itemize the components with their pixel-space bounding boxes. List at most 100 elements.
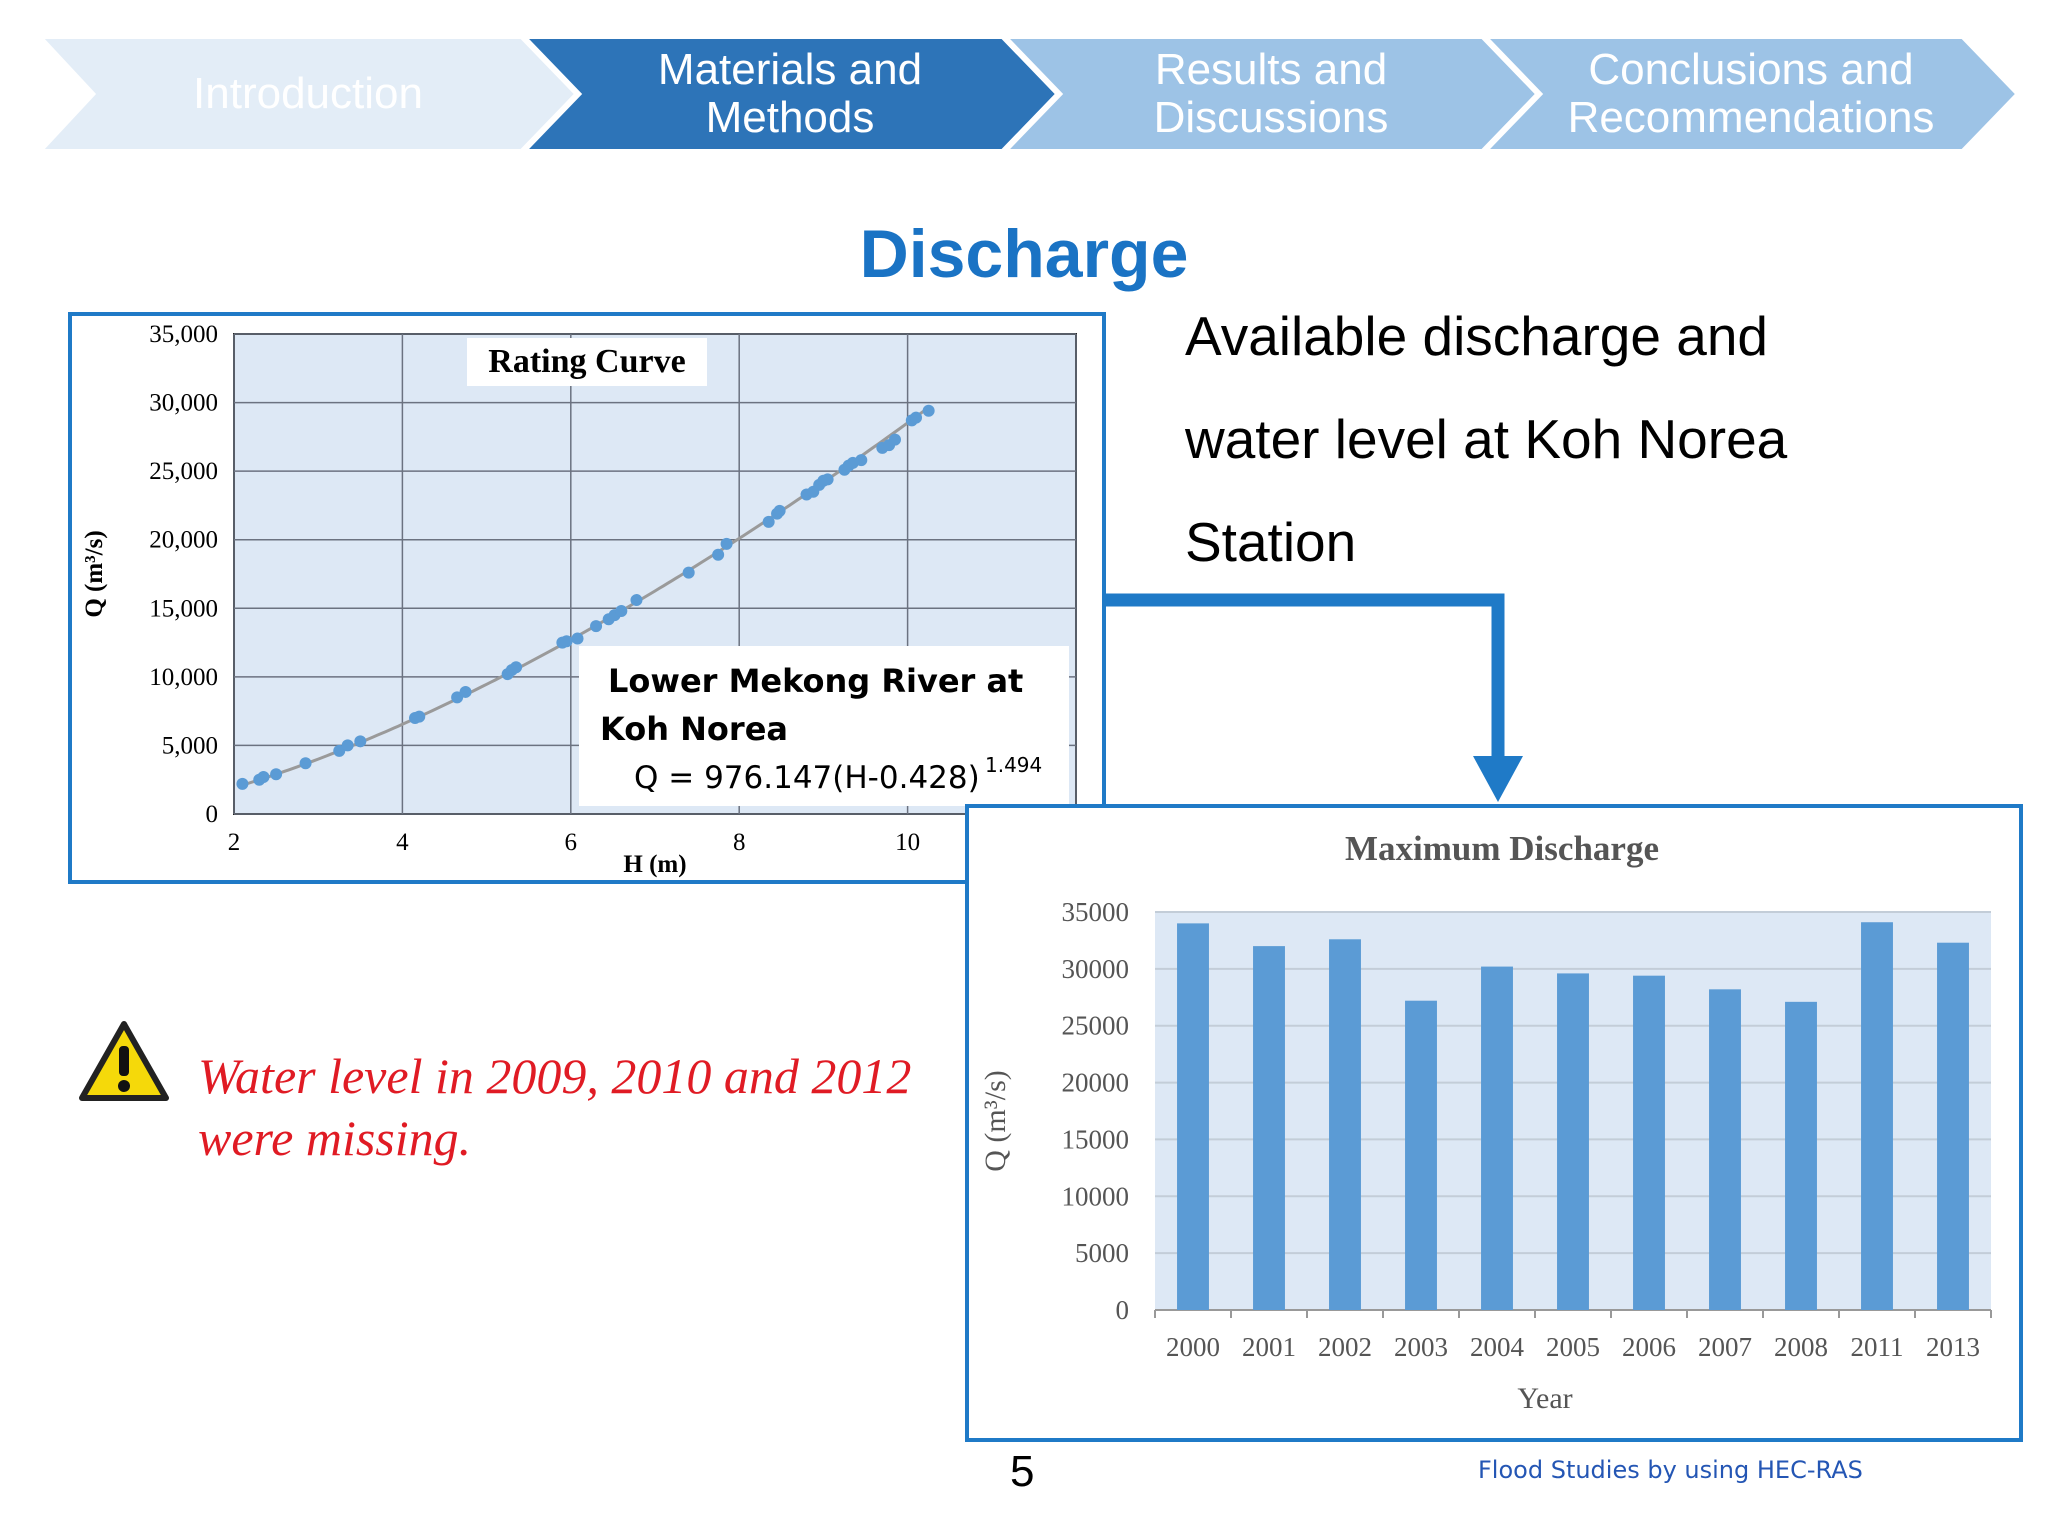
y-tick-label: 20,000 — [149, 527, 218, 554]
footer-text: Flood Studies by using HEC-RAS — [1478, 1456, 1863, 1484]
y-tick-label: 35000 — [1062, 897, 1130, 927]
connector-line — [1106, 593, 1505, 758]
data-point — [413, 710, 426, 723]
progress-nav — [31, 33, 2024, 155]
bar — [1481, 966, 1513, 1310]
data-point — [762, 515, 775, 528]
y-tick-label: 30,000 — [149, 390, 218, 417]
data-point — [571, 632, 584, 645]
x-axis-label: Year — [1517, 1382, 1572, 1415]
data-point — [773, 504, 786, 517]
x-tick-label: 2011 — [1851, 1332, 1904, 1362]
warning-line: Water level in 2009, 2010 and 2012 — [198, 1048, 912, 1104]
page-number: 5 — [1010, 1447, 1035, 1496]
chart-title: Maximum Discharge — [1345, 829, 1659, 868]
annotation-line: Lower Mekong River at — [608, 662, 1023, 700]
data-point — [510, 661, 523, 674]
x-tick-label: 2006 — [1622, 1332, 1676, 1362]
nav-step-label-line: Results and — [1154, 45, 1388, 94]
y-tick-label: 0 — [1116, 1295, 1130, 1325]
data-point — [910, 411, 923, 424]
x-tick-label: 2001 — [1242, 1332, 1296, 1362]
rating-curve-panel: 2468101205,00010,00015,00020,00025,00030… — [68, 312, 1106, 884]
x-tick-label: 2002 — [1318, 1332, 1372, 1362]
trendline-equation: Q = 976.147(H-0.428) — [634, 760, 980, 796]
y-tick-label: 15000 — [1062, 1124, 1130, 1154]
data-point — [354, 735, 367, 748]
x-tick-label: 2000 — [1166, 1332, 1220, 1362]
y-axis-label: Q (m³/s) — [81, 530, 108, 617]
nav-step-label-line: Conclusions and — [1588, 45, 1914, 94]
bar — [1937, 942, 1969, 1310]
warning-message: Water level in 2009, 2010 and 2012 were … — [198, 1045, 958, 1169]
chart-title-box — [467, 338, 707, 386]
x-tick-label: 2007 — [1698, 1332, 1752, 1362]
description-text: Available discharge and water level at K… — [1185, 285, 1825, 594]
bar — [1253, 946, 1285, 1310]
bar — [1177, 923, 1209, 1310]
nav-step-label: Introduction — [48, 36, 568, 152]
x-tick-label: 2004 — [1470, 1332, 1525, 1362]
bar — [1557, 973, 1589, 1310]
data-point — [712, 548, 725, 561]
nav-step-label: Materials and Methods — [530, 36, 1050, 152]
maximum-discharge-chart: 0 5000 10000 15000 20000 25000 30000 35000 2000 2… — [979, 829, 1992, 1415]
y-tick-label: 25,000 — [149, 458, 218, 485]
data-point — [720, 537, 733, 550]
slide-title: Discharge — [859, 216, 1189, 292]
data-point — [821, 473, 834, 486]
bar — [1861, 922, 1893, 1310]
trendline-exponent: 1.494 — [985, 753, 1042, 777]
nav-step-label-line: Recommendations — [1567, 93, 1935, 142]
data-point — [922, 404, 935, 417]
x-tick-label: 2003 — [1394, 1332, 1448, 1362]
y-tick-label: 5000 — [1075, 1238, 1129, 1268]
rating-curve-chart: 2468101205,00010,00015,00020,00025,00030… — [81, 321, 1089, 878]
y-tick-label: 10000 — [1062, 1181, 1130, 1211]
y-tick-label: 15,000 — [149, 595, 218, 622]
data-point — [560, 635, 573, 648]
annotation-box — [579, 646, 1069, 806]
warning-line: were missing. — [198, 1110, 472, 1166]
description-line: Available discharge and — [1185, 305, 1769, 367]
y-tick-label: 25000 — [1062, 1011, 1130, 1041]
data-point — [682, 566, 695, 579]
bar — [1329, 939, 1361, 1310]
chart-title: Rating Curve — [488, 343, 685, 380]
nav-step-label: Results and Discussions — [1011, 36, 1531, 152]
data-point — [855, 454, 868, 467]
data-point — [257, 770, 270, 783]
bar — [1709, 989, 1741, 1310]
description-line: water level at Koh Norea — [1185, 408, 1788, 470]
data-point — [270, 768, 283, 781]
data-point — [299, 757, 312, 770]
y-tick-label: 10,000 — [149, 664, 218, 691]
data-point — [590, 620, 603, 633]
y-tick-label: 35,000 — [149, 321, 218, 348]
nav-step-label-line: Introduction — [193, 69, 423, 118]
bar — [1785, 1001, 1817, 1310]
annotation-line: Koh Norea — [600, 710, 788, 748]
x-tick-label: 4 — [396, 829, 409, 856]
connector-arrowhead — [1473, 756, 1523, 802]
nav-step-label: Conclusions and Recommendations — [1491, 36, 2011, 152]
data-point — [459, 685, 472, 698]
y-axis-label: Q (m³/s) — [979, 1070, 1012, 1171]
x-tick-label: 2013 — [1926, 1332, 1980, 1362]
maximum-discharge-panel: 0 5000 10000 15000 20000 25000 30000 35000 2000 2… — [965, 804, 2023, 1442]
x-tick-label: 6 — [565, 829, 578, 856]
nav-step-label-line: Methods — [705, 93, 875, 142]
x-axis-label: H (m) — [623, 851, 686, 878]
data-point — [615, 605, 628, 618]
y-tick-label: 30000 — [1062, 954, 1130, 984]
warning-triangle-icon — [79, 1021, 169, 1101]
bar — [1405, 1000, 1437, 1310]
bar — [1633, 975, 1665, 1310]
nav-step-label-line: Materials and — [657, 45, 923, 94]
x-tick-label: 2 — [228, 829, 241, 856]
x-tick-label: 10 — [895, 829, 920, 856]
x-tick-label: 2005 — [1546, 1332, 1600, 1362]
x-tick-label: 8 — [733, 829, 746, 856]
y-tick-label: 0 — [206, 801, 219, 828]
data-point — [888, 433, 901, 446]
